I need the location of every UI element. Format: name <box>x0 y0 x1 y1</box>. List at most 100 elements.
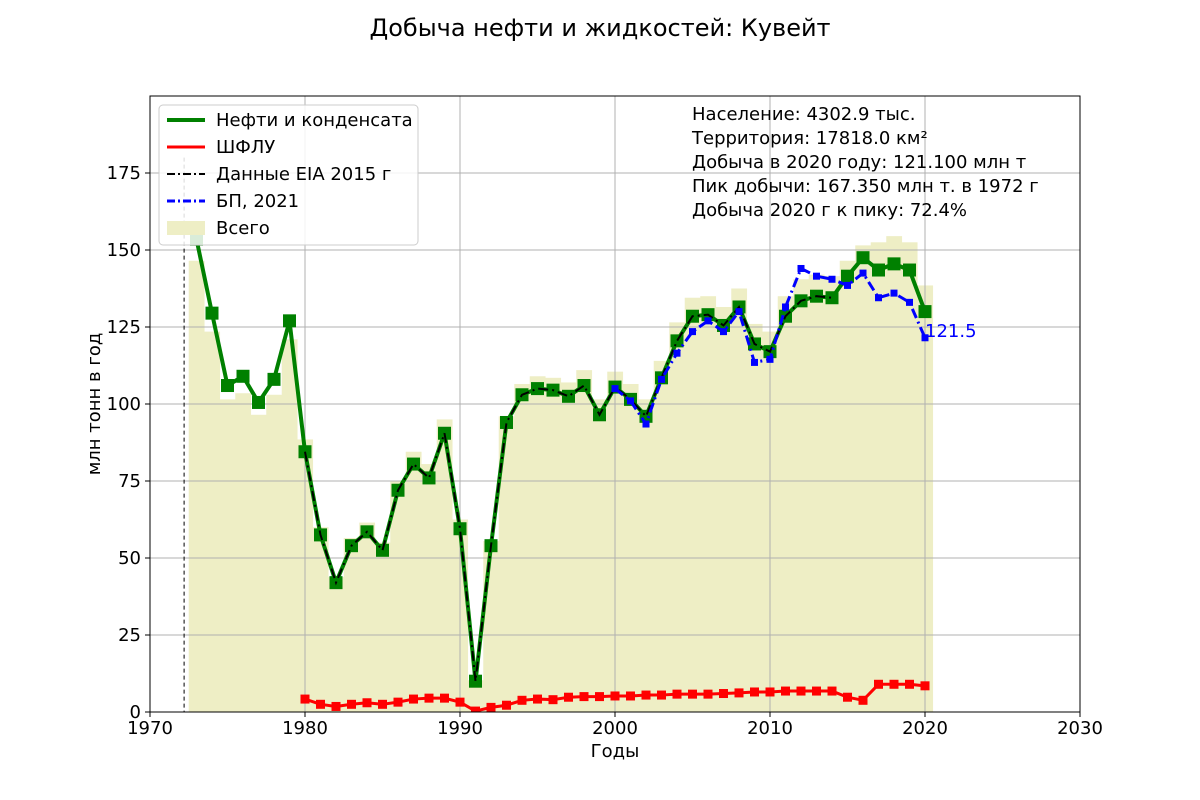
total-bar <box>684 297 701 712</box>
legend: Нефти и конденсата ШФЛУ Данные EIA 2015 г Б… <box>158 104 419 246</box>
ngl-point <box>486 702 496 712</box>
info-line: Территория: 17818.0 км² <box>691 128 928 149</box>
total-bars <box>188 236 934 712</box>
ngl-point <box>316 699 325 709</box>
ngl-point <box>548 695 558 705</box>
oil-point <box>205 306 219 320</box>
ngl-point <box>331 701 341 711</box>
total-bar <box>793 279 810 712</box>
bp-point <box>797 264 805 272</box>
ngl-point <box>455 697 465 707</box>
oil-point <box>825 291 839 305</box>
oil-point <box>562 389 575 403</box>
ngl-point <box>579 692 589 702</box>
y-tick-label: 125 <box>107 317 141 338</box>
annotations: 121.5 <box>925 321 977 342</box>
annotation-label: 121.5 <box>925 321 977 342</box>
bp-point <box>890 289 898 297</box>
bp-point <box>766 355 774 363</box>
total-bar <box>436 419 453 712</box>
x-tick-label: 2020 <box>902 718 948 739</box>
total-bar <box>281 339 298 712</box>
ngl-point <box>858 695 868 705</box>
bp-point <box>720 328 727 336</box>
oil-point <box>267 372 281 386</box>
total-bar <box>188 260 205 712</box>
oil-point <box>670 334 684 348</box>
oil-point <box>252 395 265 409</box>
x-tick-label: 1980 <box>282 718 328 739</box>
y-tick-label: 0 <box>130 702 141 723</box>
ngl-point <box>750 687 759 697</box>
info-line: Население: 4302.9 тыс. <box>692 104 915 125</box>
ngl-point <box>889 679 899 689</box>
legend-label-eia: Данные EIA 2015 г <box>216 164 391 185</box>
total-bar <box>529 376 546 712</box>
bp-point <box>704 317 712 325</box>
total-bar <box>359 522 376 712</box>
total-bar <box>886 236 903 712</box>
ngl-point <box>533 694 542 704</box>
x-axis-label: Годы <box>591 741 640 762</box>
total-bar <box>808 274 825 712</box>
ngl-point <box>393 697 403 707</box>
oil-point <box>918 305 932 319</box>
total-bar <box>824 276 841 712</box>
bp-point <box>844 281 851 289</box>
oil-point <box>469 674 482 688</box>
y-tick-label: 150 <box>107 240 141 261</box>
ngl-point <box>703 689 713 699</box>
oil-point <box>872 263 885 277</box>
eia-line <box>304 295 833 682</box>
total-bar <box>731 288 748 712</box>
ngl-point <box>564 692 573 702</box>
oil-point <box>221 379 234 393</box>
bp-point <box>921 334 929 342</box>
legend-label-ngl: ШФЛУ <box>216 137 275 158</box>
total-bar <box>700 296 717 712</box>
ngl-point <box>827 686 837 696</box>
oil-point <box>407 457 420 471</box>
oil-point <box>887 257 901 271</box>
bp-point <box>642 420 650 428</box>
total-bar <box>545 377 562 712</box>
total-bar <box>204 331 221 712</box>
oil-point <box>577 379 591 393</box>
bp-point <box>627 397 634 405</box>
oil-point <box>283 314 296 328</box>
bp-point <box>689 328 696 336</box>
total-bar <box>219 399 236 712</box>
ngl-point <box>641 690 651 700</box>
legend-swatch-total <box>167 221 205 235</box>
x-tick-label: 2000 <box>592 718 638 739</box>
bp-point <box>782 303 789 311</box>
y-tick-label: 100 <box>107 394 141 415</box>
oil-point <box>841 269 854 283</box>
total-bar <box>560 382 577 712</box>
oil-point <box>531 382 544 396</box>
total-bar <box>498 416 515 712</box>
total-bar <box>870 242 887 712</box>
ngl-point <box>781 686 790 696</box>
oil-point <box>376 543 389 557</box>
ngl-point <box>424 693 434 703</box>
total-bar <box>715 306 732 712</box>
ngl-point <box>378 699 387 709</box>
ngl-point <box>471 706 480 712</box>
axis-ticks: 1970 1980 1990 2000 2010 2020 2030 0 25 50 75 100 12… <box>107 163 1103 739</box>
legend-box <box>158 104 419 246</box>
total-bar <box>576 370 593 712</box>
ngl-point <box>765 687 775 697</box>
ngl-point <box>920 681 930 691</box>
legend-label-oil: Нефти и конденсата <box>216 110 413 131</box>
total-bar <box>421 464 438 712</box>
total-bar <box>328 577 345 712</box>
total-bar <box>374 542 391 712</box>
total-bar <box>514 383 531 712</box>
ngl-point <box>843 692 852 702</box>
ngl-point <box>905 679 914 689</box>
bp-point <box>735 308 743 316</box>
legend-label-total: Всего <box>216 218 270 239</box>
total-bar <box>266 394 283 712</box>
bp-point <box>813 272 820 280</box>
